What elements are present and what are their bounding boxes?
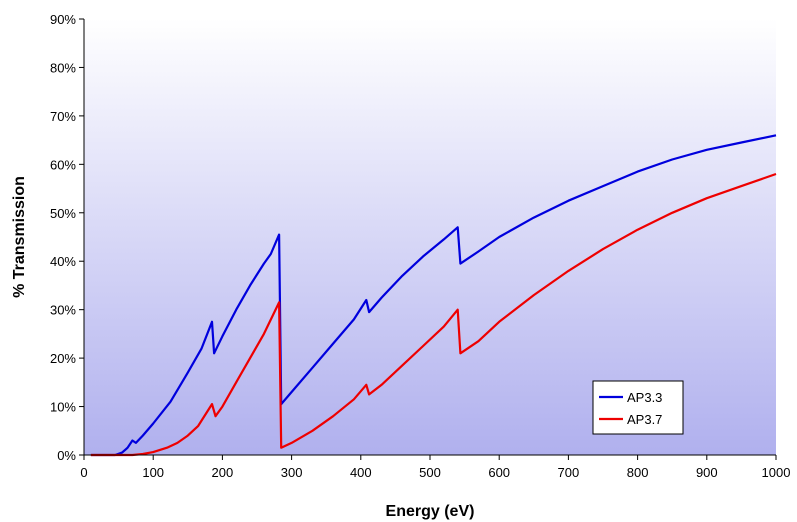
y-tick-label: 0% <box>57 448 76 463</box>
y-tick-label: 50% <box>50 206 76 221</box>
y-axis-title: % Transmission <box>11 176 28 298</box>
y-tick-label: 30% <box>50 303 76 318</box>
series-line-ap3-7 <box>90 172 777 457</box>
legend-label: AP3.3 <box>627 390 662 405</box>
x-tick-label: 900 <box>696 465 718 480</box>
x-tick-label: 600 <box>488 465 510 480</box>
x-tick-label: 1000 <box>762 465 791 480</box>
y-tick-label: 80% <box>50 60 76 75</box>
y-tick-label: 70% <box>50 109 76 124</box>
legend: AP3.3 AP3.7 <box>592 380 684 435</box>
y-tick-label: 40% <box>50 254 76 269</box>
y-tick-label: 60% <box>50 157 76 172</box>
x-tick-label: 200 <box>212 465 234 480</box>
x-tick-label: 400 <box>350 465 372 480</box>
y-tick-label: 10% <box>50 400 76 415</box>
x-tick-label: 800 <box>627 465 649 480</box>
y-tick-label: 90% <box>50 12 76 27</box>
legend-label: AP3.7 <box>627 412 662 427</box>
series-lines <box>90 134 777 457</box>
axis-ticks: 0% 10% 20% 30% 40% 50% 60% 70% 80% 90% 0 100 200 300 4… <box>50 12 790 480</box>
series-line-ap3-3 <box>90 134 777 457</box>
x-tick-label: 700 <box>558 465 580 480</box>
x-axis-title: Energy (eV) <box>386 503 475 520</box>
x-tick-label: 100 <box>142 465 164 480</box>
y-tick-label: 20% <box>50 351 76 366</box>
legend-box <box>592 380 684 435</box>
x-tick-label: 300 <box>281 465 303 480</box>
x-tick-label: 500 <box>419 465 441 480</box>
x-tick-label: 0 <box>80 465 87 480</box>
